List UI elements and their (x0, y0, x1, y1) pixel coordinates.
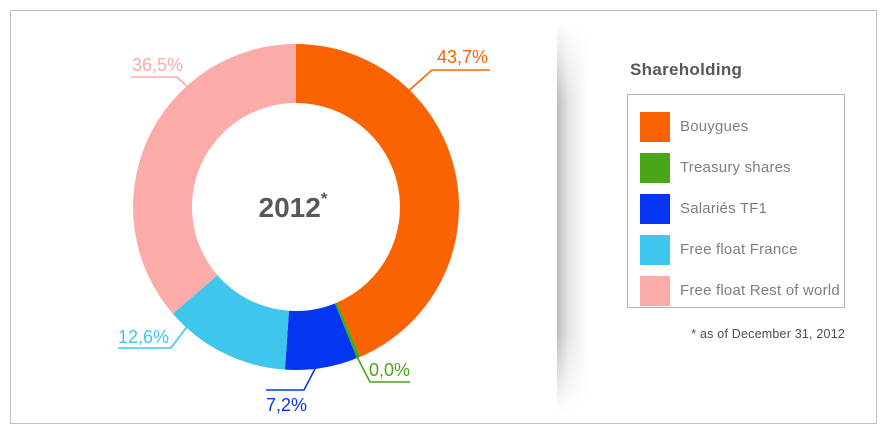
color-swatch-treasury-shares (640, 152, 670, 183)
legend-box: Bouygues Treasury shares Salariés TF1 Fr… (627, 94, 845, 308)
donut-slices (133, 44, 460, 371)
legend-item-label: Salariés TF1 (680, 200, 768, 217)
leader-line-free-float-rest-of-world (131, 76, 193, 92)
center-year-label: 2012* (259, 189, 328, 223)
legend-row-bouygues: Bouygues (628, 106, 844, 147)
callout-free-float-rest-of-world: 36,5% (131, 55, 193, 92)
color-swatch-free-float-rest-of-world (640, 275, 670, 306)
legend-row-salaries-tf1: Salariés TF1 (628, 188, 844, 229)
callout-free-float-france: 12,6% (118, 323, 190, 349)
color-swatch-free-float-france (640, 234, 670, 265)
leader-line-salaries-tf1 (266, 366, 317, 391)
color-swatch-salaries-tf1 (640, 193, 670, 224)
leader-line-treasury-shares (355, 354, 410, 383)
pct-label-free-float-france: 12,6% (118, 327, 169, 347)
footnote: * as of December 31, 2012 (691, 327, 845, 341)
donut-slice-treasury-shares (334, 302, 361, 359)
legend-item-label: Free float France (680, 241, 798, 258)
legend-title: Shareholding (630, 60, 743, 79)
legend-row-treasury-shares: Treasury shares (628, 147, 844, 188)
pct-label-bouygues: 43,7% (437, 47, 488, 67)
donut-slice-free-float-rest-of-world (133, 44, 296, 314)
legend-item-label: Treasury shares (680, 159, 791, 176)
pct-label-treasury-shares: 0,0% (369, 360, 410, 380)
legend-item-label: Free float Rest of world (680, 282, 840, 299)
pct-label-salaries-tf1: 7,2% (266, 395, 307, 415)
legend-row-free-float-rest-of-world: Free float Rest of world (628, 270, 844, 311)
color-swatch-bouygues (640, 111, 670, 142)
callout-treasury-shares: 0,0% (355, 354, 410, 383)
donut-slice-salari-s-tf1 (284, 303, 357, 371)
legend-row-free-float-france: Free float France (628, 229, 844, 270)
pct-label-free-float-rest-of-world: 36,5% (132, 55, 183, 75)
donut-slice-free-float-france (172, 275, 289, 370)
fold-shadow (557, 22, 589, 412)
legend-item-label: Bouygues (680, 118, 749, 135)
leader-line-bouygues (404, 69, 490, 95)
leader-line-free-float-france (118, 323, 190, 349)
donut-chart: 43,7% 0,0% 7,2% 12,6% 36,5% 2012* (118, 44, 490, 415)
callout-bouygues: 43,7% (404, 47, 490, 95)
callout-salaries-tf1: 7,2% (266, 366, 317, 415)
donut-slice-bouygues (296, 44, 460, 357)
